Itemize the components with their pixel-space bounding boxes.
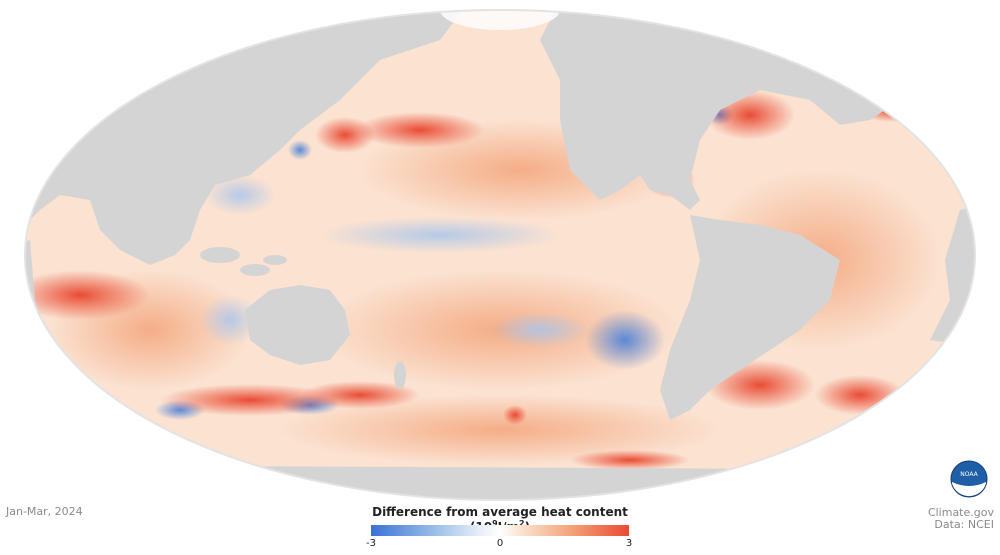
legend-tick-mid: 0 bbox=[496, 538, 504, 549]
heat-content-map bbox=[24, 9, 976, 501]
legend-title-exponent: 9 bbox=[492, 519, 498, 528]
arctic-region bbox=[440, 10, 560, 30]
map-outline bbox=[24, 9, 976, 501]
world-map-svg bbox=[24, 9, 976, 501]
legend-tick-max: 3 bbox=[625, 538, 633, 549]
date-label: Jan-Mar, 2024 bbox=[6, 505, 83, 518]
noaa-logo-text: NOAA bbox=[960, 471, 978, 478]
legend-tick-min: -3 bbox=[366, 538, 376, 549]
noaa-logo-icon: NOAA bbox=[950, 460, 988, 498]
legend-color-bar bbox=[371, 525, 629, 536]
legend-title-unit-exponent: 2 bbox=[519, 519, 525, 528]
credit-site: Climate.gov bbox=[927, 506, 994, 519]
credit-data: Data: NCEI bbox=[934, 518, 994, 531]
